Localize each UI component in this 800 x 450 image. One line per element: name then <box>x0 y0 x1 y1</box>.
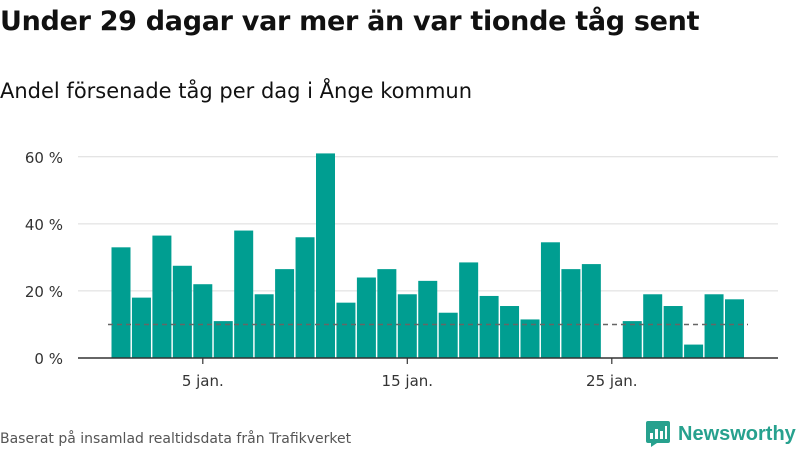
bar-jan-13 <box>356 277 376 358</box>
brand-logo: Newsworthy <box>645 420 796 448</box>
bar-jan-19 <box>479 295 499 358</box>
bar-layer <box>111 153 744 358</box>
bar-jan-21 <box>520 319 540 358</box>
x-tick-label: 25 jan. <box>586 372 638 390</box>
bar-jan-8 <box>254 294 274 358</box>
bar-chart: 0 % 20 % 40 % 60 % 5 jan. 15 jan. 25 jan. <box>25 149 778 390</box>
y-tick-label: 0 % <box>34 350 63 368</box>
bar-jan-1 <box>111 247 131 358</box>
bar-jan-17 <box>438 312 458 358</box>
bar-jan-23 <box>561 269 581 358</box>
bar-jan-22 <box>540 242 560 358</box>
bar-jan-28 <box>663 306 683 358</box>
y-tick-label: 60 % <box>25 149 63 167</box>
source-note: Baserat på insamlad realtidsdata från Tr… <box>0 431 352 447</box>
chart-subtitle: Andel försenade tåg per dag i Ånge kommu… <box>0 79 473 103</box>
bar-jan-15 <box>397 294 417 358</box>
axis-layer: 0 % 20 % 40 % 60 % 5 jan. 15 jan. 25 jan. <box>25 149 778 390</box>
bar-jan-26 <box>622 321 642 358</box>
bar-jan-10 <box>295 237 315 358</box>
bar-jan-14 <box>377 269 397 358</box>
bar-jan-6 <box>213 321 233 358</box>
bar-jan-12 <box>336 302 356 358</box>
bar-jan-30 <box>704 294 724 358</box>
bar-jan-7 <box>234 230 254 358</box>
newsworthy-logo-icon <box>646 421 670 447</box>
bar-jan-24 <box>581 264 601 358</box>
bar-jan-18 <box>459 262 479 358</box>
bar-jan-5 <box>193 284 213 358</box>
bar-jan-29 <box>684 344 704 358</box>
bar-jan-11 <box>316 153 335 358</box>
x-tick-label: 15 jan. <box>382 372 434 390</box>
bar-jan-31 <box>725 299 744 358</box>
brand-name: Newsworthy <box>678 422 796 445</box>
chart-title: Under 29 dagar var mer än var tionde tåg… <box>0 6 700 37</box>
bar-jan-4 <box>172 265 192 358</box>
x-tick-label: 5 jan. <box>182 372 224 390</box>
y-tick-label: 40 % <box>25 216 63 234</box>
bar-jan-2 <box>131 297 151 358</box>
bar-jan-16 <box>418 280 438 358</box>
bar-jan-3 <box>152 235 172 358</box>
bar-jan-27 <box>643 294 663 358</box>
y-tick-label: 20 % <box>25 283 63 301</box>
bar-jan-9 <box>275 269 295 358</box>
bar-jan-20 <box>500 306 520 358</box>
